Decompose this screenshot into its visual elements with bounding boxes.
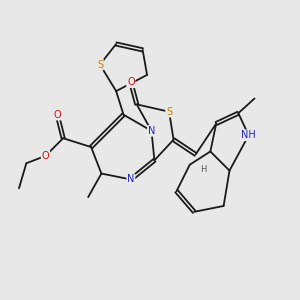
Text: N: N	[127, 174, 134, 184]
Text: NH: NH	[241, 130, 256, 140]
Text: H: H	[200, 165, 206, 174]
Text: N: N	[148, 126, 155, 136]
Text: O: O	[42, 151, 49, 161]
Text: S: S	[97, 60, 103, 70]
Text: S: S	[166, 107, 172, 117]
Text: O: O	[127, 77, 135, 87]
Text: O: O	[53, 110, 61, 120]
